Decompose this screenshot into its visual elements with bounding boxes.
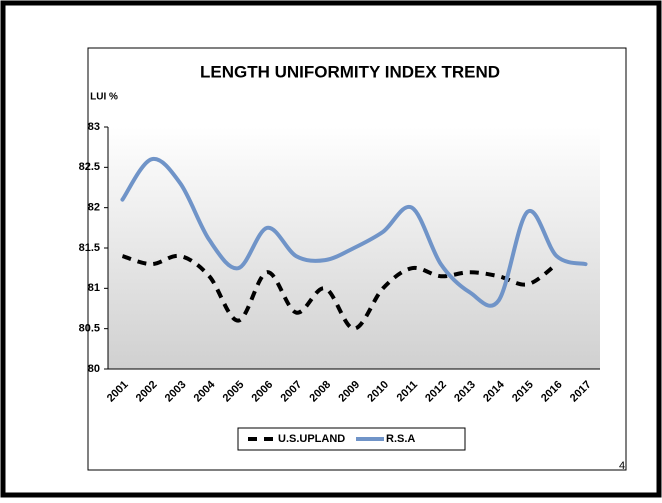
legend-label: R.S.A [386,433,415,445]
legend-label: U.S.UPLAND [278,433,345,445]
chart-title: LENGTH UNIFORMITY INDEX TREND [200,62,500,81]
legend-box [237,427,466,451]
y-tick-label: 80.5 [79,323,100,335]
y-tick-label: 82 [88,202,100,214]
y-axis-label: LUI % [90,92,118,103]
y-tick-label: 81.5 [79,242,100,254]
y-tick-label: 83 [88,121,100,133]
y-tick-label: 82.5 [79,161,100,173]
line-series [121,253,558,331]
y-tick-label: 81 [88,282,100,294]
page-number: 4 [619,460,625,472]
line-series [120,156,588,308]
y-tick-label: 80 [88,363,100,375]
